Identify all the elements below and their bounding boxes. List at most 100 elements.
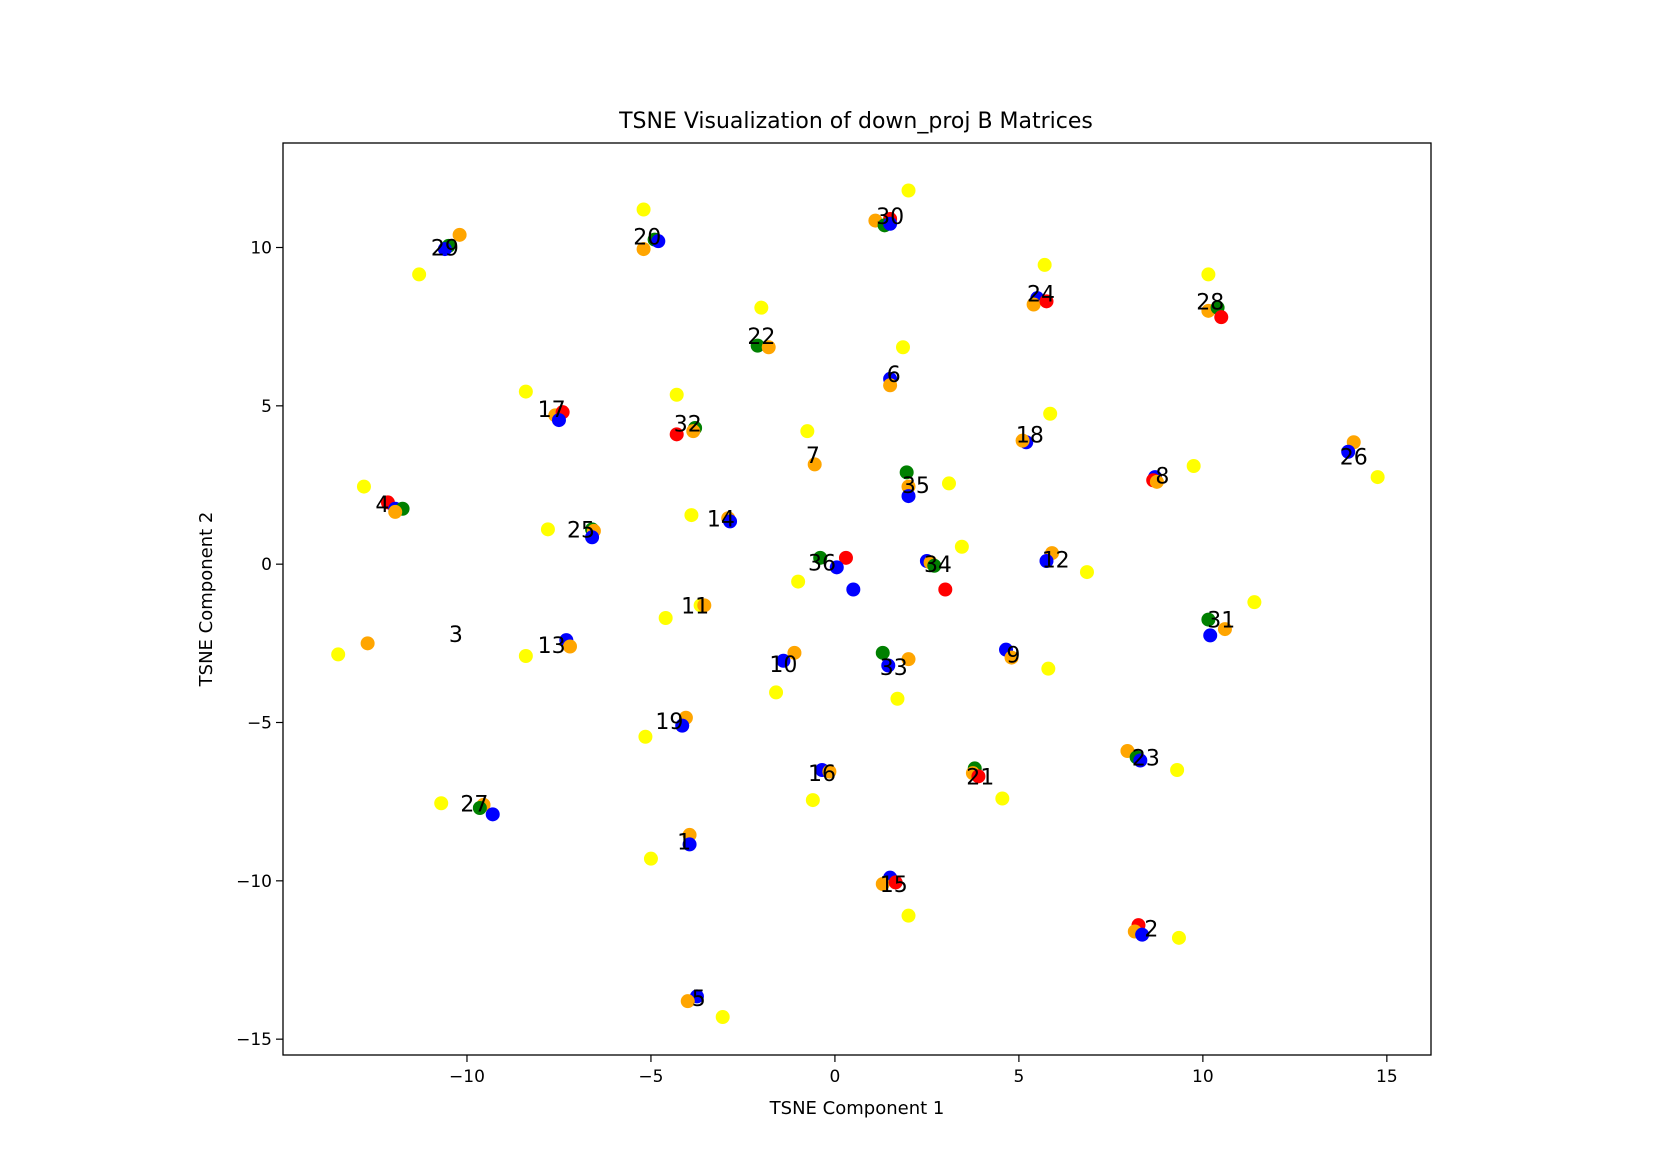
- scatter-point-blue: [1203, 628, 1218, 643]
- point-label: 11: [681, 594, 709, 619]
- scatter-point-yellow: [954, 539, 969, 554]
- scatter-point-red: [1039, 294, 1054, 309]
- point-label: 22: [747, 325, 775, 350]
- scatter-point-blue: [485, 807, 500, 822]
- scatter-point-green: [472, 801, 487, 815]
- chart-title: TSNE Visualization of down_proj B Matric…: [618, 109, 1093, 134]
- scatter-point-yellow: [1043, 406, 1058, 421]
- scatter-point-blue: [1133, 753, 1148, 768]
- scatter-point-yellow: [1186, 459, 1201, 473]
- scatter-point-blue: [723, 514, 738, 529]
- x-tick-label: 5: [1013, 1067, 1024, 1087]
- scatter-point-orange: [697, 598, 712, 613]
- scatter-point-yellow: [1171, 930, 1186, 945]
- x-tick-label: −10: [449, 1067, 485, 1087]
- scatter-point-orange: [807, 457, 822, 472]
- scatter-point-green: [813, 550, 828, 565]
- point-label: 17: [538, 398, 566, 423]
- scatter-point-yellow: [669, 387, 684, 402]
- point-label: 29: [431, 237, 459, 262]
- scatter-point-red: [838, 550, 853, 565]
- scatter-point-orange: [1026, 297, 1041, 312]
- x-tick-label: 15: [1376, 1067, 1398, 1087]
- scatter-point-green: [1201, 612, 1216, 627]
- point-label: 32: [674, 412, 702, 437]
- point-label: 6: [887, 363, 901, 388]
- point-label: 34: [924, 553, 952, 578]
- scatter-point-green: [899, 465, 914, 480]
- x-tick-label: −5: [638, 1067, 663, 1087]
- scatter-point-orange: [388, 504, 403, 519]
- scatter-point-blue: [551, 413, 566, 428]
- y-tick-label: −5: [247, 714, 272, 734]
- point-label: 4: [375, 493, 389, 518]
- scatter-point-orange: [1149, 474, 1164, 489]
- scatter-point-orange: [452, 227, 467, 242]
- y-axis-label: TSNE Component 2: [196, 512, 217, 688]
- scatter-point-blue: [901, 489, 916, 504]
- scatter-point-yellow: [356, 479, 371, 494]
- scatter-point-blue: [1039, 554, 1054, 568]
- y-tick-label: 5: [261, 397, 272, 417]
- scatter-point-red: [938, 582, 953, 597]
- point-label: 21: [966, 765, 994, 790]
- scatter-point-orange: [686, 424, 701, 439]
- point-label: 20: [633, 225, 661, 250]
- scatter-point-yellow: [540, 522, 555, 537]
- scatter-point-blue: [829, 560, 844, 575]
- point-label: 14: [707, 507, 735, 532]
- scatter-point-yellow: [791, 574, 806, 589]
- scatter-point-red: [669, 427, 684, 442]
- scatter-point-yellow: [1247, 595, 1262, 610]
- scatter-point-green: [875, 645, 890, 660]
- point-label: 28: [1196, 290, 1224, 315]
- scatter-point-orange: [360, 636, 375, 651]
- scatter-point-yellow: [1037, 257, 1052, 272]
- point-label: 8: [1155, 465, 1169, 490]
- scatter-point-yellow: [1079, 565, 1094, 580]
- scatter-point-orange: [1004, 650, 1019, 665]
- point-label: 9: [1006, 643, 1020, 668]
- scatter-point-blue: [651, 234, 666, 249]
- point-label: 27: [460, 792, 488, 817]
- scatter-point-yellow: [1041, 661, 1056, 676]
- point-label: 7: [806, 444, 820, 469]
- point-label: 5: [692, 987, 706, 1012]
- scatter-point-blue: [585, 530, 600, 545]
- point-label: 2: [1144, 917, 1158, 942]
- scatter-point-yellow: [901, 183, 916, 198]
- scatter-point-red: [1214, 310, 1229, 325]
- scatter-point-yellow: [658, 611, 673, 625]
- scatter-point-yellow: [800, 424, 815, 439]
- point-label: 16: [808, 762, 836, 787]
- scatter-point-orange: [680, 994, 695, 1009]
- axes-frame: [282, 142, 1432, 1056]
- scatter-point-orange: [883, 378, 898, 393]
- scatter-point-blue: [776, 653, 791, 668]
- x-axis-label: TSNE Component 1: [769, 1098, 945, 1119]
- scatter-point-orange: [787, 645, 802, 660]
- scatter-point-orange: [901, 652, 916, 667]
- scatter-point-green: [927, 558, 942, 573]
- point-label: 10: [769, 653, 797, 678]
- scatter-point-blue: [846, 582, 861, 597]
- scatter-point-yellow: [754, 300, 769, 315]
- x-tick-label: 0: [830, 1067, 841, 1087]
- scatter-point-orange: [1217, 622, 1232, 637]
- point-label: 26: [1340, 446, 1368, 471]
- scatter-point-blue: [881, 658, 896, 673]
- scatter-point-yellow: [1170, 763, 1185, 777]
- point-label: 1: [677, 830, 691, 855]
- scatter-point-yellow: [901, 908, 916, 923]
- point-label: 19: [655, 710, 683, 735]
- scatter-point-yellow: [434, 796, 449, 811]
- scatter-point-yellow: [1370, 470, 1385, 485]
- scatter-point-orange: [636, 242, 651, 257]
- scatter-point-orange: [761, 340, 776, 355]
- scatter-point-yellow: [895, 340, 910, 355]
- point-label: 3: [449, 623, 463, 648]
- point-label: 12: [1042, 548, 1070, 573]
